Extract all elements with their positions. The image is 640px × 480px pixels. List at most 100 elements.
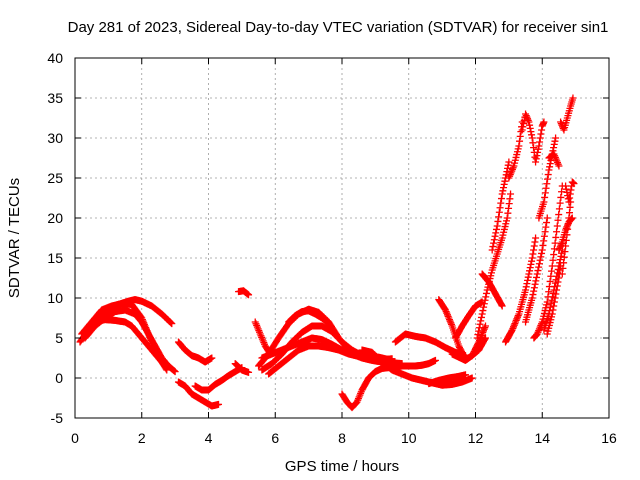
data-point: [543, 219, 551, 227]
series-arc-35: [557, 94, 577, 134]
data-point: [495, 208, 503, 216]
data-point: [215, 400, 223, 408]
data-points: [76, 94, 578, 412]
data-point: [509, 324, 517, 332]
data-point: [538, 126, 546, 134]
data-point: [570, 180, 578, 188]
data-point: [532, 158, 540, 166]
data-point: [533, 270, 541, 278]
data-point: [560, 259, 568, 267]
data-point: [550, 302, 558, 310]
series-arc-20: [425, 371, 469, 388]
data-point: [527, 128, 535, 136]
data-point: [539, 241, 547, 249]
data-point: [544, 171, 552, 179]
data-point: [497, 195, 505, 203]
series-arc-27: [518, 110, 548, 166]
data-point: [499, 187, 507, 195]
data-point: [519, 123, 527, 131]
data-point: [561, 248, 569, 256]
data-point: [515, 142, 523, 150]
series-arc-4: [91, 316, 169, 370]
data-point: [540, 198, 548, 206]
data-point: [161, 362, 169, 370]
data-point: [540, 232, 548, 240]
data-point: [552, 290, 560, 298]
data-point: [527, 260, 535, 268]
data-point: [496, 204, 504, 212]
data-point: [550, 140, 558, 148]
data-point: [447, 320, 455, 328]
series-arc-38: [555, 214, 576, 254]
data-point: [536, 138, 544, 146]
data-point: [542, 184, 550, 192]
series-arc-6: [174, 378, 223, 410]
data-point: [559, 264, 567, 272]
data-point: [534, 145, 542, 153]
data-point: [481, 296, 489, 304]
series-arc-9: [235, 287, 253, 299]
data-point: [514, 313, 522, 321]
series-arc-30: [530, 182, 566, 342]
data-point: [442, 308, 450, 316]
data-point: [461, 371, 469, 379]
data-point: [534, 148, 542, 156]
data-point: [538, 246, 546, 254]
data-point: [478, 310, 486, 318]
data-point: [540, 118, 548, 126]
data-point: [542, 223, 550, 231]
data-point: [447, 319, 455, 327]
data-point: [505, 200, 513, 208]
data-point: [554, 216, 562, 224]
data-point: [528, 254, 536, 262]
data-point: [443, 311, 451, 319]
x-tick-label: 6: [271, 430, 279, 446]
data-point: [551, 137, 559, 145]
data-point: [482, 322, 490, 330]
data-point: [475, 324, 483, 332]
data-point: [556, 244, 564, 252]
data-point: [569, 94, 577, 102]
data-point: [534, 267, 542, 275]
data-point: [553, 286, 561, 294]
data-point: [562, 226, 570, 234]
data-point: [537, 253, 545, 261]
data-point: [530, 144, 538, 152]
x-tick-label: 4: [205, 430, 213, 446]
data-point: [513, 315, 521, 323]
data-point: [553, 228, 561, 236]
data-point: [557, 252, 565, 260]
data-point: [503, 214, 511, 222]
data-point: [489, 243, 497, 251]
data-point: [498, 302, 506, 310]
data-point: [556, 243, 564, 251]
data-point: [480, 303, 488, 311]
y-tick-label: 30: [47, 130, 63, 146]
data-point: [553, 282, 561, 290]
data-point: [512, 318, 520, 326]
data-point: [568, 214, 576, 222]
data-point: [528, 294, 536, 302]
data-point: [533, 152, 541, 160]
data-point: [535, 142, 543, 150]
data-point: [510, 321, 518, 329]
data-point: [501, 177, 509, 185]
y-tick-label: 20: [47, 210, 63, 226]
data-point: [546, 163, 554, 171]
data-point: [530, 287, 538, 295]
data-point: [208, 354, 216, 362]
data-point: [535, 260, 543, 268]
data-point: [488, 246, 496, 254]
data-point: [431, 356, 439, 364]
data-point: [567, 216, 575, 224]
data-point: [526, 121, 534, 129]
data-point: [568, 215, 576, 223]
series-arc-5: [174, 338, 216, 366]
data-point: [548, 310, 556, 318]
data-point: [476, 320, 484, 328]
data-point: [498, 301, 506, 309]
y-tick-label: 15: [47, 250, 63, 266]
x-tick-label: 0: [71, 430, 79, 446]
data-point: [557, 118, 565, 126]
data-point: [514, 312, 522, 320]
